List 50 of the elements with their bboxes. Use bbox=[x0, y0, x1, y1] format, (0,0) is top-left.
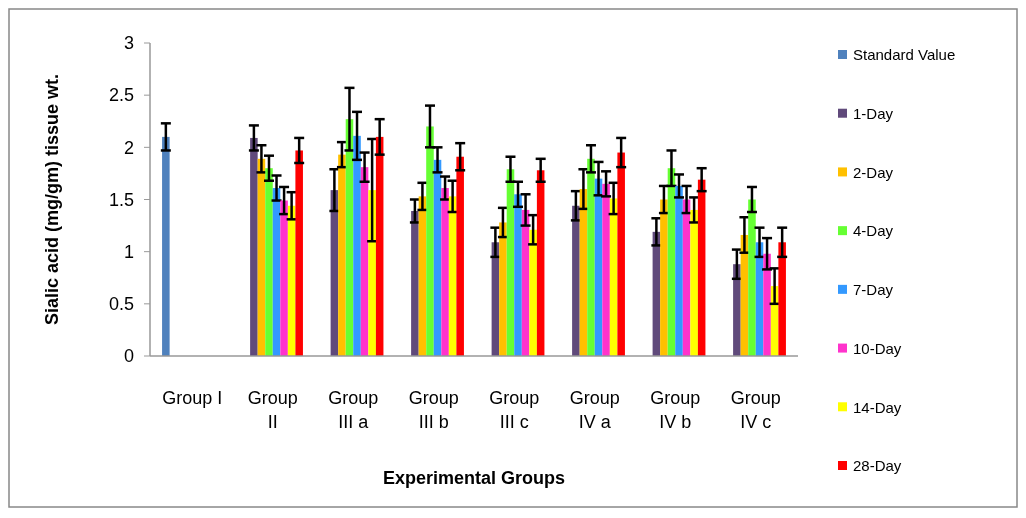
y-tick-label: 1 bbox=[123, 241, 134, 262]
bar bbox=[529, 229, 537, 356]
x-tick-label: Group III a bbox=[328, 388, 379, 432]
bar bbox=[602, 183, 610, 356]
bar bbox=[778, 242, 786, 356]
bar bbox=[411, 210, 419, 356]
x-tick-label: Group II bbox=[247, 388, 298, 432]
legend-label: 10-Day bbox=[853, 339, 902, 357]
legend-label: 28-Day bbox=[853, 457, 902, 475]
bar bbox=[265, 168, 273, 356]
y-axis-title: Sialic acid (mg/gm) tissue wt. bbox=[42, 73, 62, 326]
bar bbox=[572, 205, 580, 356]
bar bbox=[280, 200, 288, 356]
x-tick-label: Group III b bbox=[408, 388, 459, 432]
bar bbox=[456, 156, 464, 356]
legend-label: 4-Day bbox=[853, 222, 894, 240]
bar bbox=[660, 199, 668, 356]
x-tick-label: Group I bbox=[162, 388, 223, 408]
legend-label: Standard Value bbox=[853, 46, 956, 64]
bar bbox=[441, 188, 449, 356]
x-tick-label: Group IV b bbox=[650, 388, 701, 432]
y-tick-label: 1.5 bbox=[108, 189, 134, 210]
legend-label: 1-Day bbox=[853, 104, 894, 122]
bar bbox=[514, 194, 522, 356]
bar bbox=[690, 209, 698, 356]
y-tick-label: 3 bbox=[123, 33, 134, 54]
x-tick-label: Group IV c bbox=[730, 388, 781, 432]
legend-label: 14-Day bbox=[853, 398, 902, 416]
legend-label: 7-Day bbox=[853, 281, 894, 299]
bar bbox=[250, 137, 258, 356]
bar bbox=[675, 185, 683, 356]
x-axis-title: Experimental Groups bbox=[382, 468, 566, 488]
bar bbox=[338, 154, 346, 356]
y-tick-label: 2.5 bbox=[108, 85, 134, 106]
x-tick-label: Group III c bbox=[489, 388, 540, 432]
legend-label: 2-Day bbox=[853, 163, 894, 181]
bar bbox=[295, 150, 303, 356]
y-tick-label: 0 bbox=[123, 346, 134, 367]
bar bbox=[499, 222, 507, 356]
bar bbox=[587, 158, 595, 356]
bar bbox=[426, 126, 434, 356]
bar bbox=[162, 136, 170, 356]
bar bbox=[763, 253, 771, 356]
bar bbox=[733, 264, 741, 356]
bar bbox=[748, 199, 756, 356]
y-tick-label: 0.5 bbox=[108, 294, 134, 315]
x-tick-label: Group IV a bbox=[569, 388, 620, 432]
y-tick-label: 2 bbox=[123, 137, 134, 158]
bar bbox=[617, 152, 625, 356]
bar bbox=[353, 135, 361, 356]
